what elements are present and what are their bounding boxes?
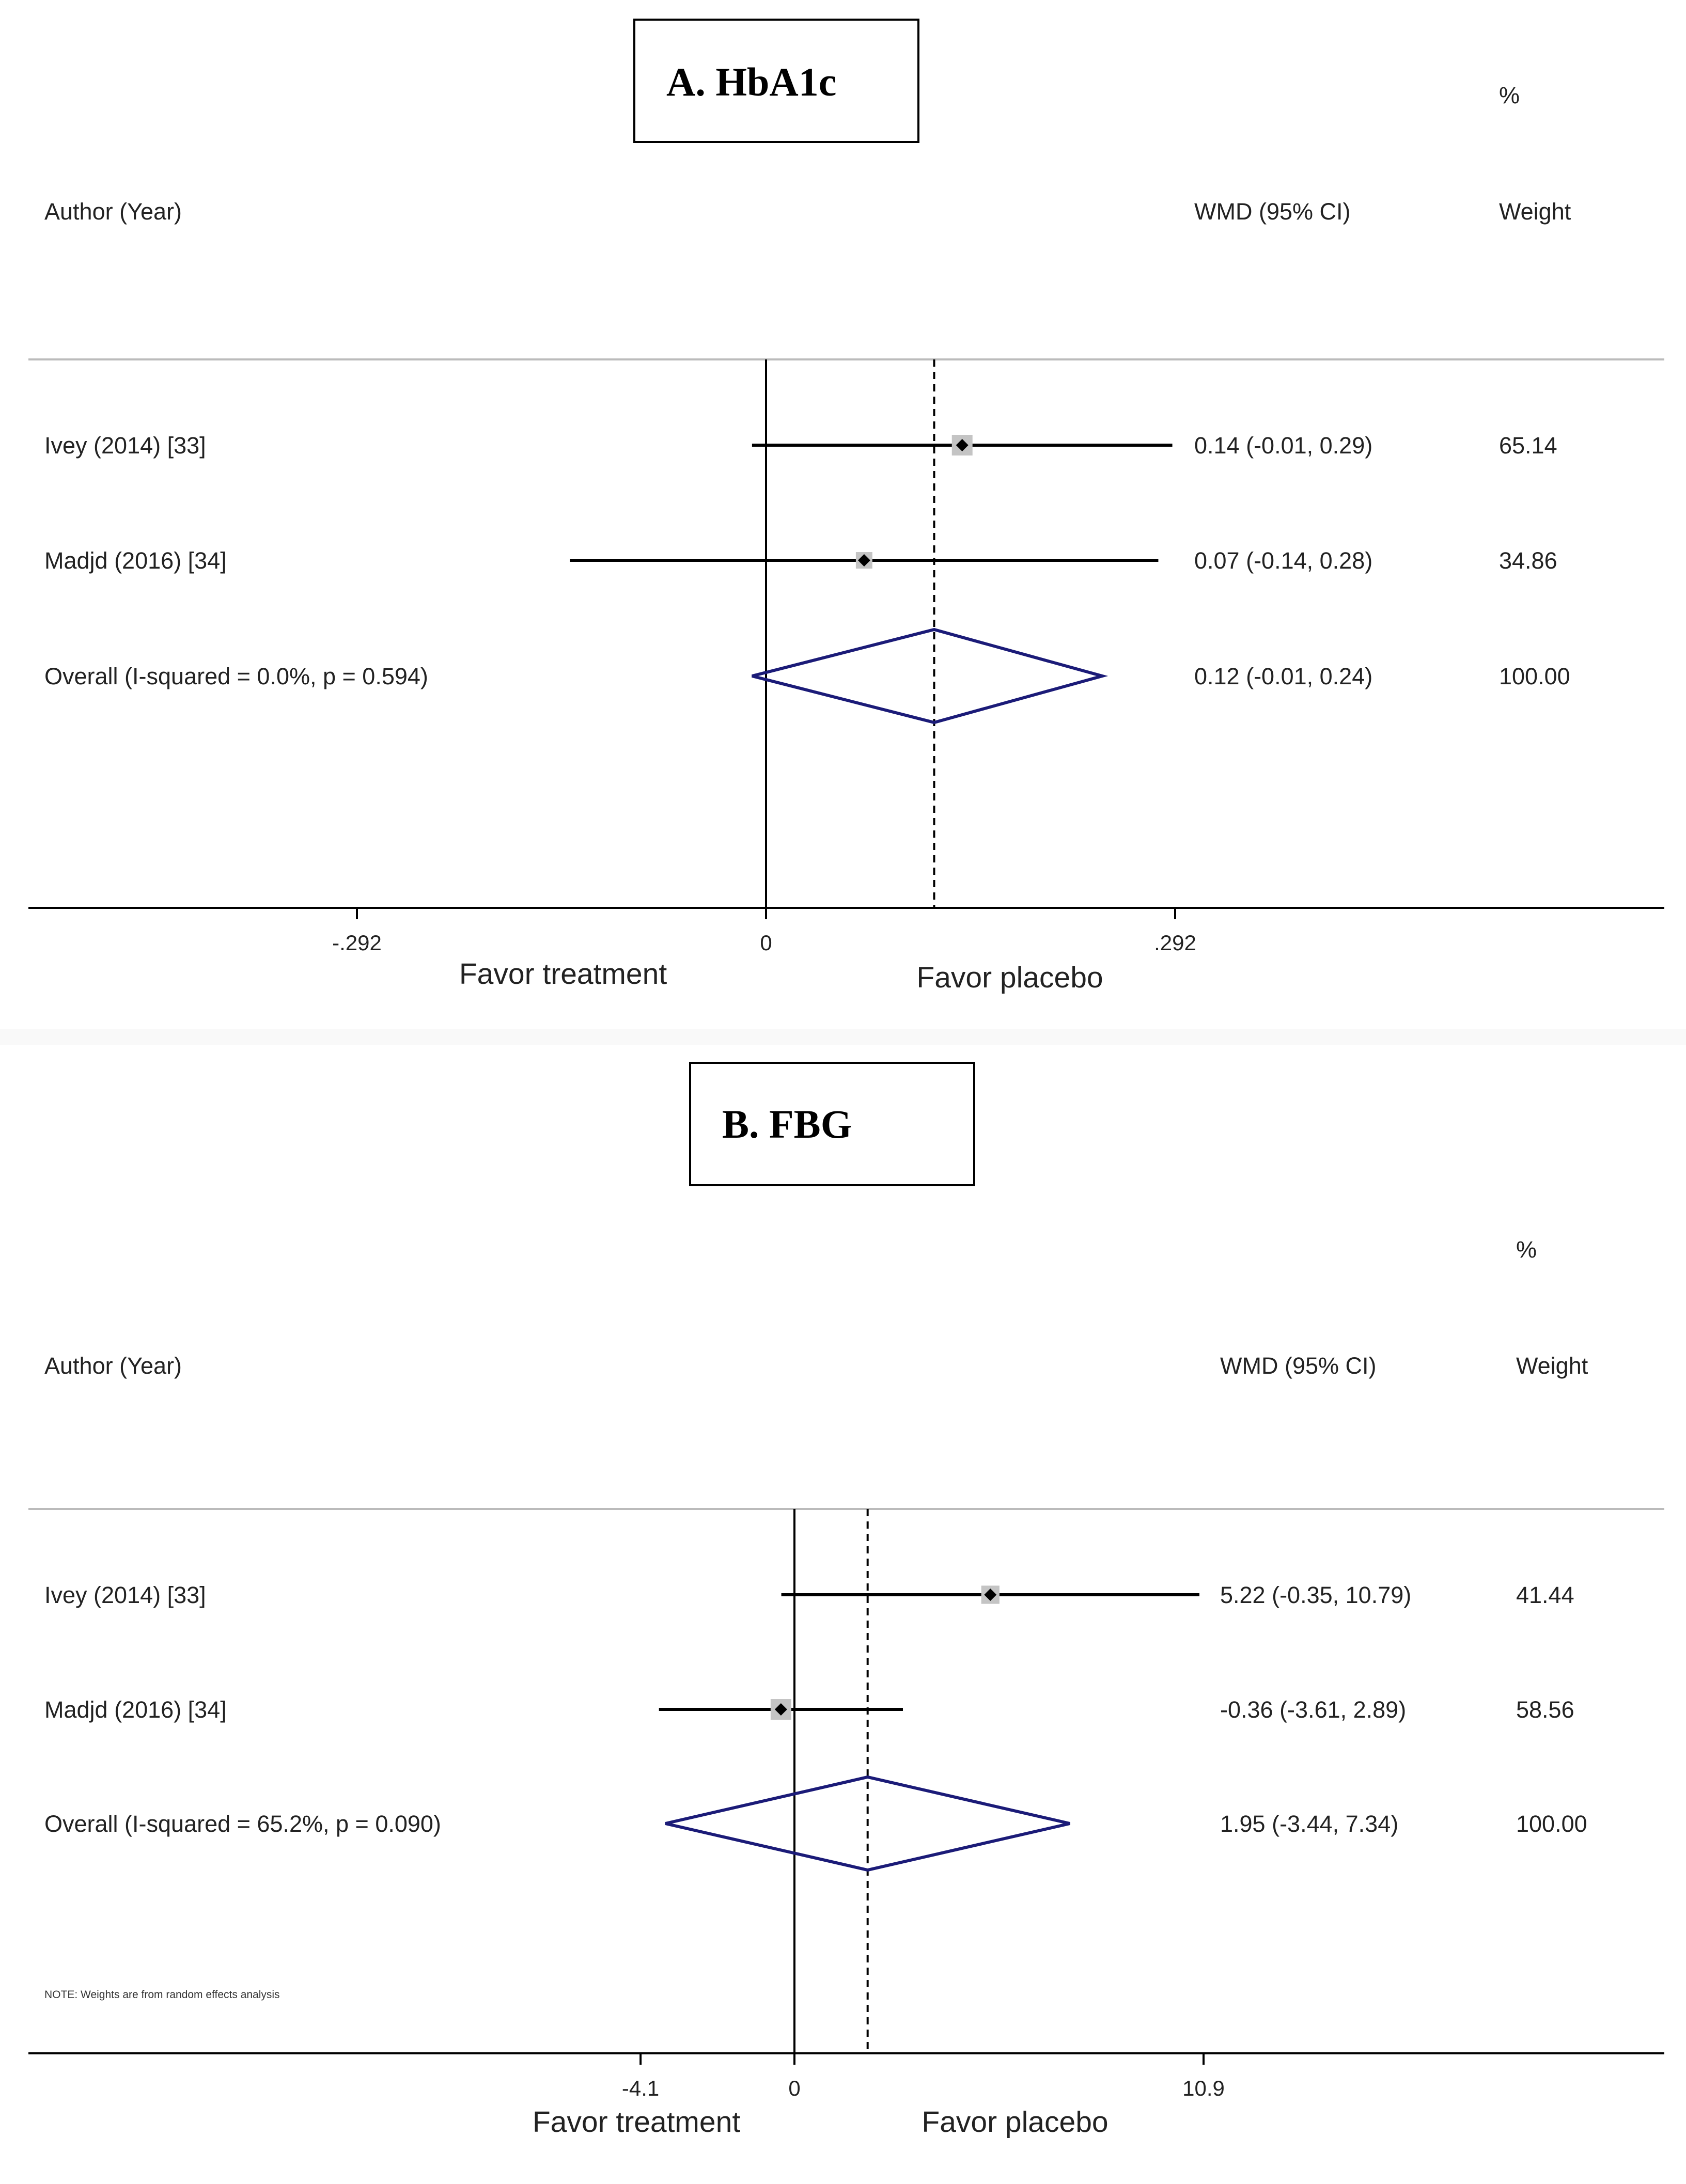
random-effects-note: NOTE: Weights are from random effects an… xyxy=(44,1989,280,2001)
panel-fbg: B. FBG% Author (Year) WMD (95% CI) Weight Iv… xyxy=(28,1062,1664,2139)
overall-label: Overall (I-squared = 65.2%, p = 0.090) xyxy=(44,1811,441,1837)
panel-hba1c: A. HbA1c % Author (Year) WMD (95% CI) Weight… xyxy=(28,19,1664,994)
effect-column-header: WMD (95% CI) xyxy=(1194,198,1351,225)
study-point-estimate xyxy=(774,1703,787,1716)
favor-placebo-label: Favor placebo xyxy=(922,2106,1108,2139)
favor-treatment-label: Favor treatment xyxy=(459,957,667,991)
panel-title: A. HbA1c xyxy=(666,59,836,104)
favor-treatment-label: Favor treatment xyxy=(533,2106,740,2139)
x-axis-tick-label: .292 xyxy=(1154,931,1196,955)
study-point-estimate xyxy=(857,554,870,567)
study-point-estimate xyxy=(984,1589,997,1601)
study-weight-text: 41.44 xyxy=(1516,1582,1574,1608)
study-weight-text: 58.56 xyxy=(1516,1696,1574,1723)
study-weight-text: 34.86 xyxy=(1499,547,1557,574)
study-label: Madjd (2016) [34] xyxy=(44,1696,227,1723)
weight-column-header: Weight xyxy=(1516,1353,1588,1379)
study-label: Ivey (2014) [33] xyxy=(44,1582,206,1608)
x-axis-tick-label: 0 xyxy=(760,931,772,955)
study-column-header: Author (Year) xyxy=(44,1353,182,1379)
overall-weight-text: 100.00 xyxy=(1516,1811,1587,1837)
x-axis-tick-label: -4.1 xyxy=(622,2076,659,2100)
study-ci-text: -0.36 (-3.61, 2.89) xyxy=(1220,1696,1406,1723)
study-ci-text: 0.14 (-0.01, 0.29) xyxy=(1194,432,1372,459)
weight-percent-header: % xyxy=(1499,82,1520,108)
study-ci-text: 0.07 (-0.14, 0.28) xyxy=(1194,547,1372,574)
study-point-estimate xyxy=(956,439,969,451)
overall-ci-text: 1.95 (-3.44, 7.34) xyxy=(1220,1811,1398,1837)
weight-column-header: Weight xyxy=(1499,198,1571,225)
panel-title: B. FBG xyxy=(722,1102,852,1146)
study-column-header: Author (Year) xyxy=(44,198,182,225)
x-axis-tick-label: -.292 xyxy=(332,931,382,955)
overall-diamond xyxy=(665,1775,1071,1872)
effect-column-header: WMD (95% CI) xyxy=(1220,1353,1377,1379)
study-label: Ivey (2014) [33] xyxy=(44,432,206,459)
overall-ci-text: 0.12 (-0.01, 0.24) xyxy=(1194,663,1372,689)
x-axis-tick-label: 10.9 xyxy=(1182,2076,1225,2100)
favor-placebo-label: Favor placebo xyxy=(916,961,1103,994)
overall-label: Overall (I-squared = 0.0%, p = 0.594) xyxy=(44,663,428,689)
weight-percent-header: % xyxy=(1516,1236,1537,1263)
overall-weight-text: 100.00 xyxy=(1499,663,1570,689)
study-ci-text: 5.22 (-0.35, 10.79) xyxy=(1220,1582,1411,1608)
panel-title-box xyxy=(633,19,919,143)
overall-diamond xyxy=(752,627,1109,725)
panel-title-box xyxy=(689,1062,975,1186)
study-label: Madjd (2016) [34] xyxy=(44,547,227,574)
study-weight-text: 65.14 xyxy=(1499,432,1557,459)
x-axis-tick-label: 0 xyxy=(788,2076,800,2100)
